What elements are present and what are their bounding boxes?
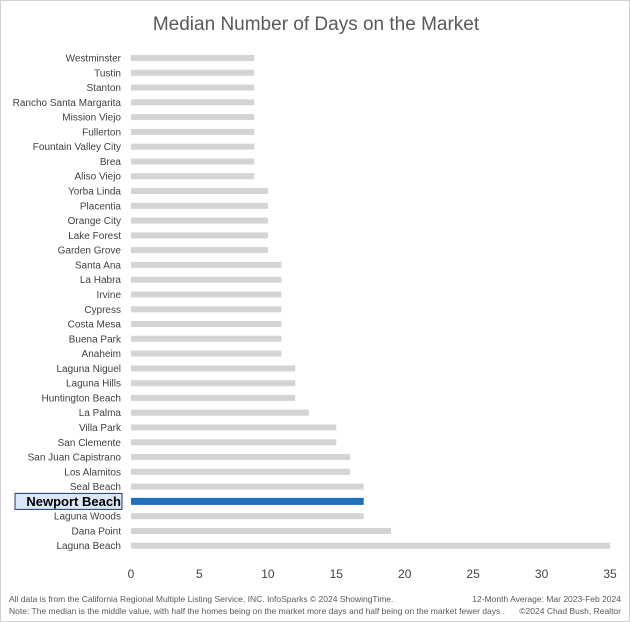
bar-orange-city — [131, 217, 268, 224]
bar-fullerton — [131, 128, 255, 135]
category-label: Mission Viejo — [62, 113, 121, 124]
bar-mission-viejo — [131, 114, 255, 121]
x-tick-label: 25 — [466, 567, 480, 581]
bar-newport-beach — [131, 497, 364, 505]
bar-la-habra — [131, 276, 282, 283]
category-label-highlight: Newport Beach — [26, 494, 121, 509]
category-label: Laguna Niguel — [57, 364, 122, 375]
bar-placentia — [131, 202, 268, 209]
x-tick-label: 30 — [535, 567, 549, 581]
bar-anaheim — [131, 350, 282, 357]
bar-los-alamitos — [131, 468, 350, 475]
x-tick-label: 10 — [261, 567, 275, 581]
category-label: La Palma — [79, 408, 122, 419]
bar-stanton — [131, 84, 255, 91]
bar-garden-grove — [131, 247, 268, 254]
bar-westminster — [131, 55, 255, 61]
source-note: All data is from the California Regional… — [9, 594, 394, 604]
category-label: Placentia — [80, 201, 122, 212]
category-label: Rancho Santa Margarita — [13, 98, 122, 109]
bar-fountain-valley-city — [131, 143, 255, 150]
category-label: Villa Park — [79, 423, 122, 434]
x-tick-label: 5 — [196, 567, 203, 581]
bar-santa-ana — [131, 261, 282, 268]
category-label: Seal Beach — [70, 482, 121, 493]
category-label: Fullerton — [82, 127, 121, 138]
bar-san-clemente — [131, 439, 337, 446]
bar-san-juan-capistrano — [131, 454, 350, 461]
category-label: Stanton — [87, 83, 121, 94]
category-label: San Clemente — [58, 438, 122, 449]
category-labels: Westminster Tustin Stanton Rancho Santa Mar… — [13, 54, 123, 552]
category-label: Laguna Woods — [54, 512, 121, 523]
bar-rancho-santa-margarita — [131, 99, 255, 106]
bar-tustin — [131, 69, 255, 76]
bar-dana-point — [131, 528, 391, 534]
x-tick-label: 20 — [398, 567, 412, 581]
category-label: Lake Forest — [68, 231, 121, 242]
category-label: Los Alamitos — [64, 467, 121, 478]
bar-villa-park — [131, 424, 337, 431]
chart-title: Median Number of Days on the Market — [153, 14, 480, 35]
bars-group — [131, 55, 610, 549]
category-label: Yorba Linda — [68, 187, 121, 198]
category-label: Dana Point — [72, 527, 122, 538]
category-label: Garden Grove — [58, 246, 122, 257]
category-label: Buena Park — [69, 334, 122, 345]
category-label: Laguna Hills — [66, 379, 121, 390]
x-tick-label: 35 — [603, 567, 617, 581]
x-tick-label: 15 — [330, 567, 344, 581]
bar-huntington-beach — [131, 394, 296, 401]
highlight-label-box — [14, 492, 123, 510]
bar-cypress — [131, 306, 282, 313]
credit-note: ©2024 Chad Bush, Realtor — [519, 606, 621, 616]
category-label: Costa Mesa — [68, 320, 122, 331]
bar-lake-forest — [131, 232, 268, 239]
bar-seal-beach — [131, 483, 364, 490]
bar-yorba-linda — [131, 188, 268, 194]
category-label: Laguna Beach — [56, 541, 121, 552]
category-label: Cypress — [84, 305, 121, 316]
category-label: La Habra — [80, 275, 122, 286]
category-label: San Juan Capistrano — [28, 453, 122, 464]
category-label: Huntington Beach — [41, 393, 121, 404]
period-note: 12-Month Average: Mar 2023-Feb 2024 — [472, 594, 621, 604]
x-tick-label: 0 — [128, 567, 135, 581]
bar-la-palma — [131, 409, 309, 416]
category-label: Aliso Viejo — [74, 172, 121, 183]
bar-chart: Median Number of Days on the Market West… — [13, 14, 617, 581]
category-label: Westminster — [66, 54, 122, 65]
bar-laguna-woods — [131, 513, 364, 520]
median-note: Note: The median is the middle value, wi… — [9, 606, 505, 616]
category-label: Orange City — [68, 216, 121, 227]
bar-irvine — [131, 291, 282, 298]
category-label: Irvine — [97, 290, 122, 301]
bar-laguna-hills — [131, 380, 296, 387]
bar-aliso-viejo — [131, 173, 255, 180]
category-label: Brea — [100, 157, 122, 168]
x-axis-ticks: 0 5 10 15 20 25 30 35 — [128, 567, 617, 581]
bar-laguna-beach — [131, 542, 610, 549]
category-label: Anaheim — [82, 349, 121, 360]
bar-laguna-niguel — [131, 365, 296, 372]
category-label: Fountain Valley City — [33, 142, 121, 153]
category-label: Tustin — [94, 68, 121, 79]
bar-brea — [131, 158, 255, 165]
bar-buena-park — [131, 335, 282, 342]
bar-costa-mesa — [131, 321, 282, 327]
category-label: Santa Ana — [75, 260, 122, 271]
